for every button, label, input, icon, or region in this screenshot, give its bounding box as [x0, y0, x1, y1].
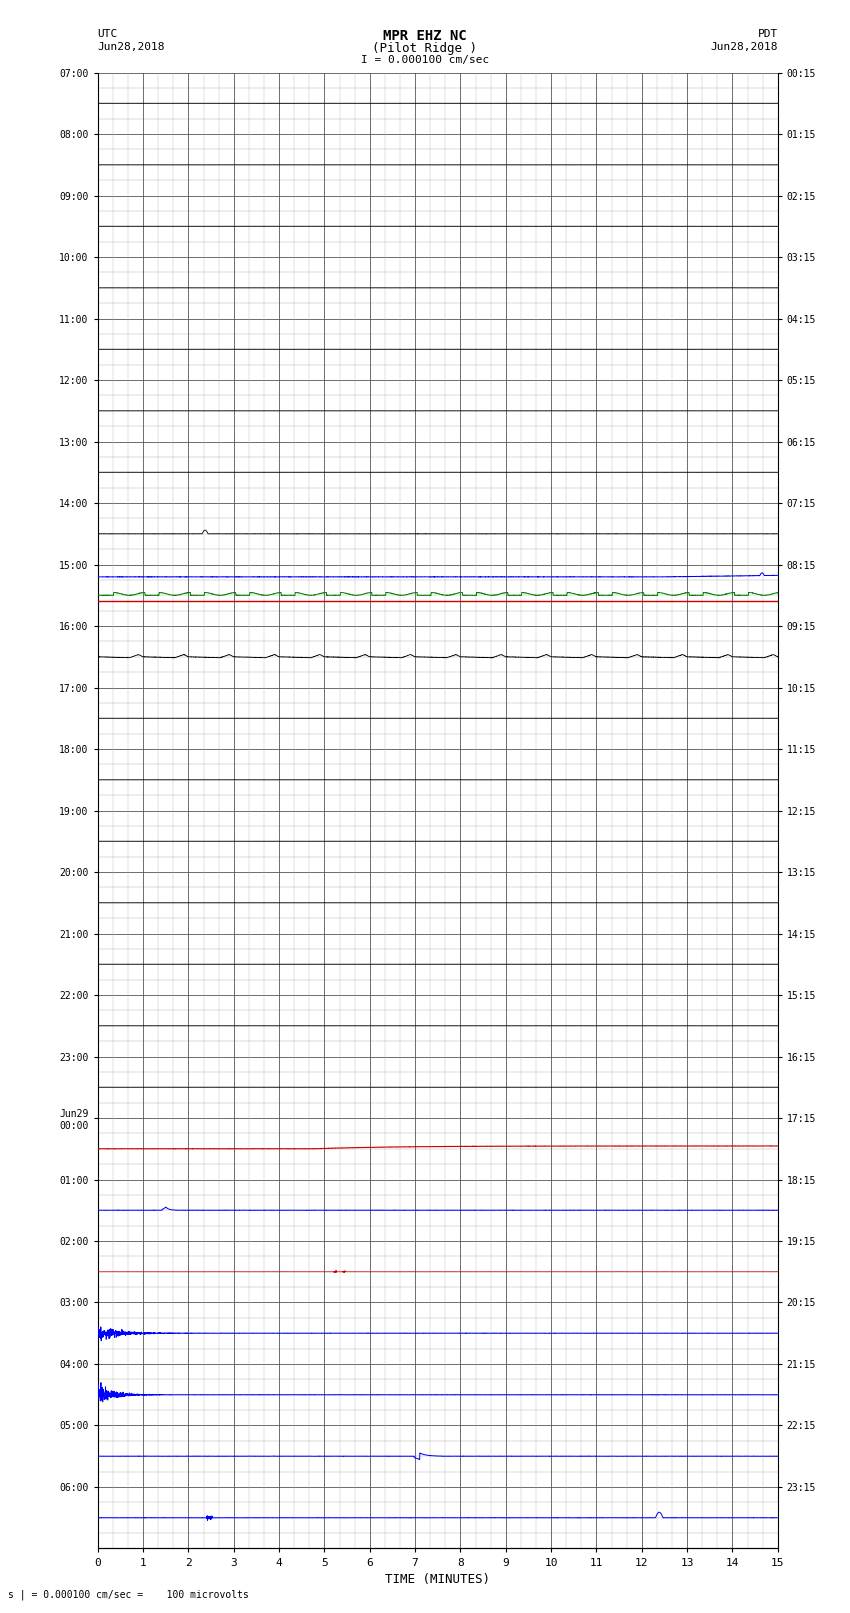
Text: PDT: PDT: [757, 29, 778, 39]
Text: MPR EHZ NC: MPR EHZ NC: [383, 29, 467, 44]
X-axis label: TIME (MINUTES): TIME (MINUTES): [385, 1573, 490, 1586]
Text: I = 0.000100 cm/sec: I = 0.000100 cm/sec: [361, 55, 489, 65]
Text: s | = 0.000100 cm/sec =    100 microvolts: s | = 0.000100 cm/sec = 100 microvolts: [8, 1589, 249, 1600]
Text: Jun28,2018: Jun28,2018: [98, 42, 165, 52]
Text: Jun28,2018: Jun28,2018: [711, 42, 778, 52]
Text: UTC: UTC: [98, 29, 118, 39]
Text: (Pilot Ridge ): (Pilot Ridge ): [372, 42, 478, 55]
